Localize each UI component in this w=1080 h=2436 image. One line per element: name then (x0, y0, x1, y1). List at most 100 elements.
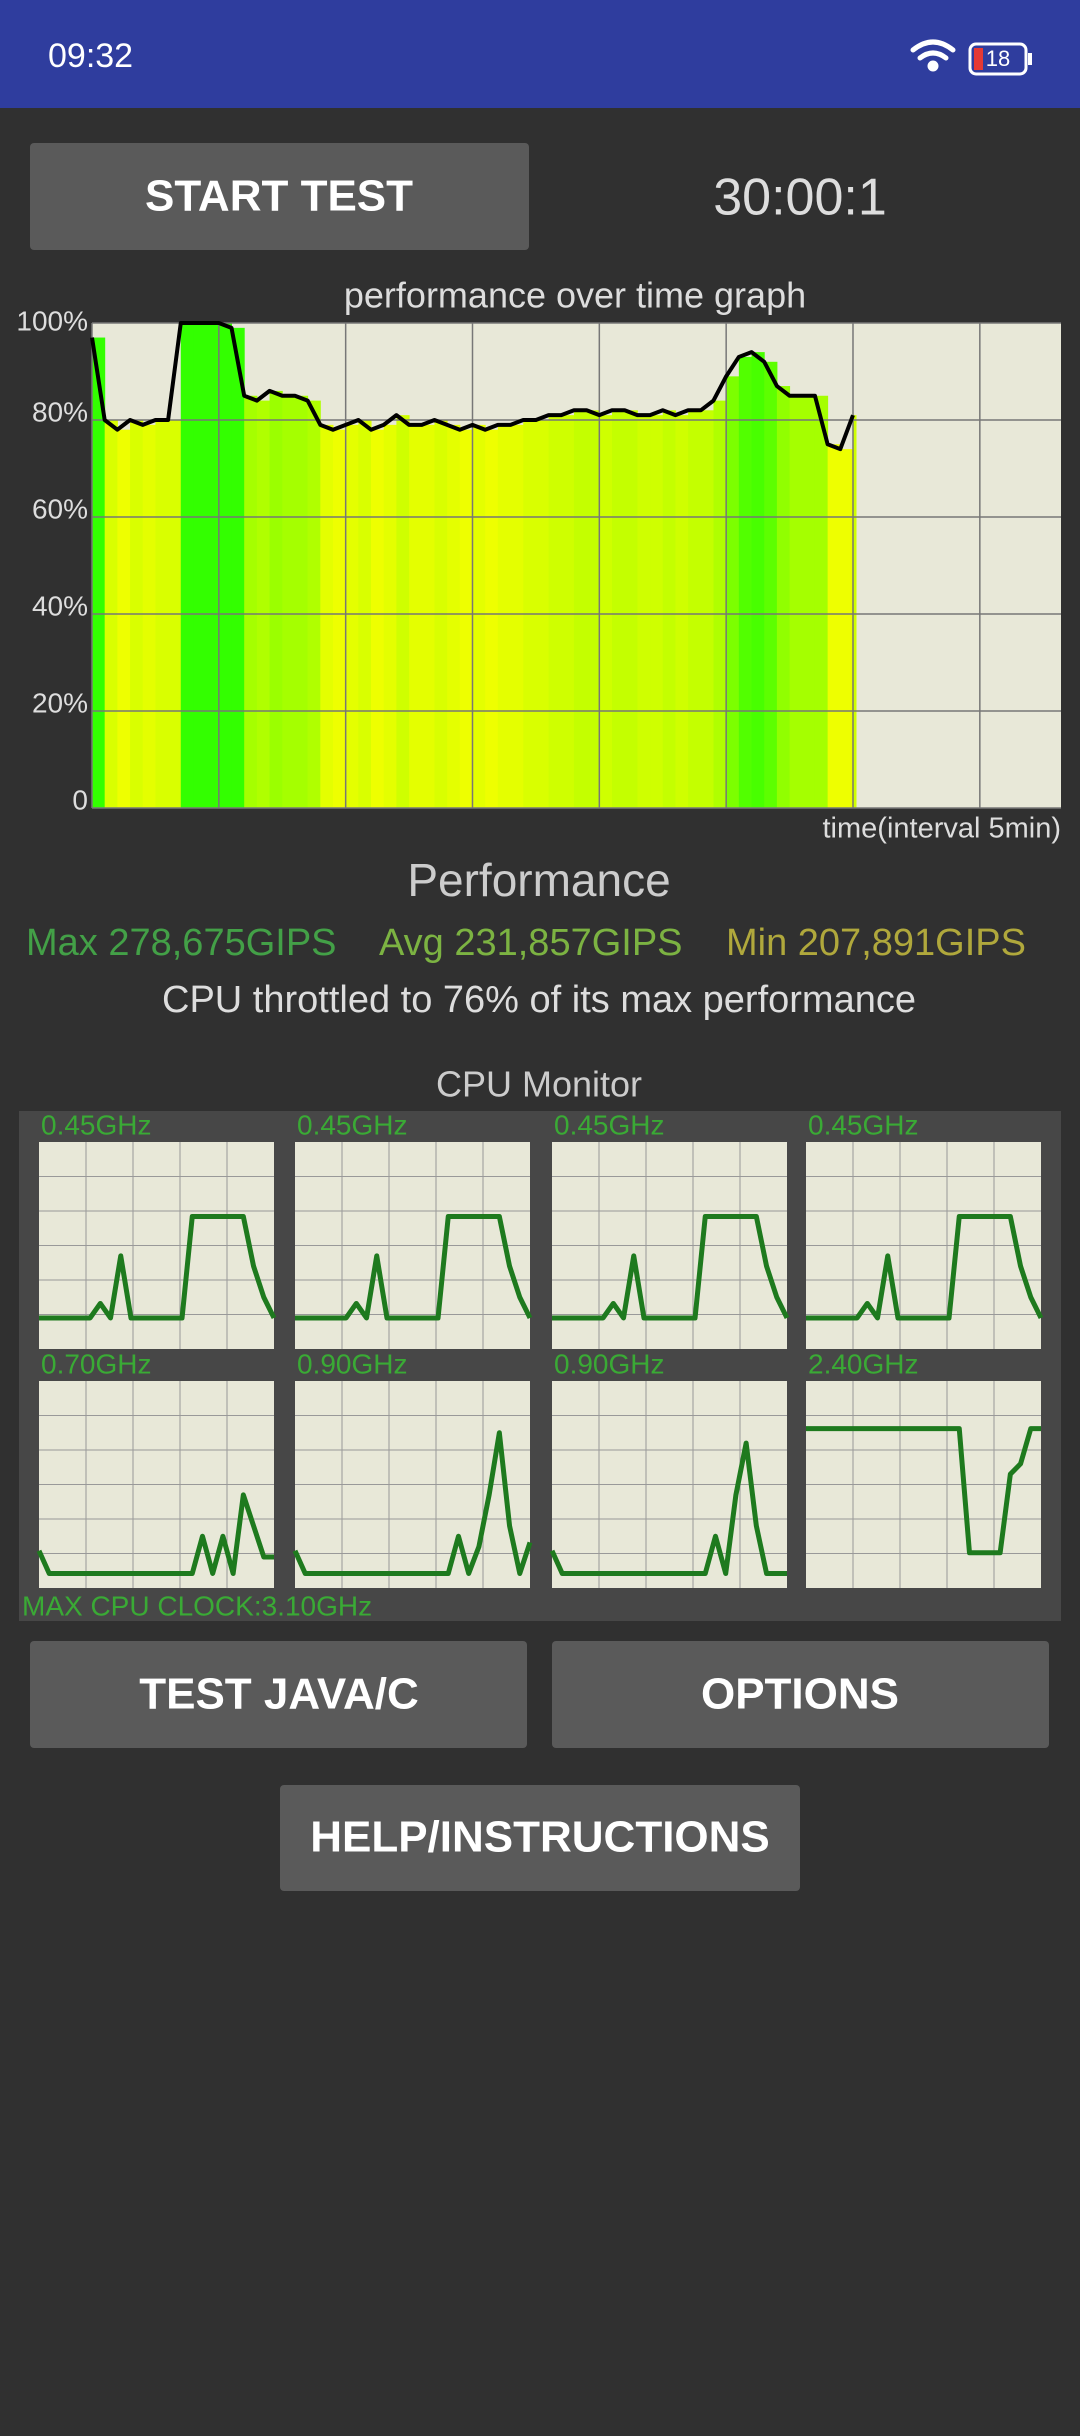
performance-bar (282, 395, 296, 808)
performance-bar (650, 415, 664, 808)
performance-bar (561, 415, 575, 808)
avg-performance: Avg 231,857GIPS (379, 922, 683, 964)
performance-bar (447, 424, 461, 808)
performance-bar (497, 424, 512, 808)
performance-bar (573, 410, 588, 808)
help-button[interactable] (280, 1785, 800, 1891)
performance-bar (688, 410, 702, 808)
performance-bar (383, 424, 397, 808)
core-frequency: 2.40GHz (808, 1348, 919, 1379)
performance-bar (396, 415, 410, 808)
performance-bar (751, 352, 765, 808)
core-load-line (295, 1214, 533, 1321)
performance-bar (193, 323, 207, 808)
performance-bar (827, 444, 841, 808)
performance-bar (802, 395, 816, 808)
performance-bar (662, 410, 676, 808)
throttle-text: CPU throttled to 76% of its max performa… (162, 979, 916, 1021)
performance-bar (764, 361, 778, 808)
performance-bar (726, 376, 740, 808)
performance-bar (332, 429, 347, 808)
core-load-line (39, 1214, 277, 1321)
start-test-button[interactable] (30, 143, 529, 250)
start-test-label[interactable]: START TEST (145, 172, 413, 221)
y-tick-label: 60% (32, 493, 88, 524)
performance-bar (117, 429, 131, 808)
performance-bar (776, 386, 791, 808)
performance-bar (180, 323, 194, 808)
battery-tip (1028, 53, 1032, 65)
performance-bar (142, 424, 156, 808)
performance-bar (320, 424, 334, 808)
test-java-button[interactable] (30, 1641, 527, 1748)
y-tick-label: 100% (16, 305, 88, 336)
performance-line (90, 321, 855, 452)
performance-bar (371, 429, 385, 808)
performance-bar (244, 395, 258, 808)
cpu-charts: 0.45GHz 0.45GHz 0.45GHz 0.45GHz 0.70GHz 0.90G… (36, 1109, 1044, 1588)
performance-bar (256, 400, 271, 808)
wifi-icon (910, 39, 956, 72)
performance-bar (510, 424, 524, 808)
battery-level (974, 48, 983, 70)
timer: 30:00:1 (713, 169, 887, 227)
performance-bar (738, 356, 753, 808)
y-tick-label: 80% (32, 396, 88, 427)
y-tick-label: 0 (72, 784, 88, 815)
performance-bar (92, 337, 106, 808)
core-load-line (806, 1426, 1041, 1556)
core-frequency: 0.70GHz (41, 1348, 152, 1379)
performance-bar (345, 424, 359, 808)
performance-bar (840, 449, 854, 808)
performance-bar (675, 415, 689, 808)
battery-percent: 18 (986, 46, 1010, 71)
performance-bar (586, 410, 600, 808)
performance-bar (231, 327, 245, 808)
performance-bar (421, 424, 435, 808)
plot: 0 20% 40% 60% 80% 100% (16, 305, 1061, 815)
performance-bar (637, 415, 651, 808)
core-load-line (552, 1214, 790, 1321)
performance-bar (700, 410, 714, 808)
cpu-monitor-title: CPU Monitor (436, 1064, 642, 1105)
test-java-label[interactable]: TEST JAVA/C (139, 1670, 419, 1719)
clock: 09:32 (48, 37, 133, 75)
performance-bar (599, 415, 613, 808)
performance-bar (612, 410, 626, 808)
performance-bar (294, 395, 309, 808)
options-label[interactable]: OPTIONS (701, 1670, 899, 1719)
core-load-line (806, 1214, 1044, 1321)
performance-bar (548, 415, 562, 808)
performance-bar (485, 429, 499, 808)
y-tick-label: 40% (32, 590, 88, 621)
core-frequency: 0.45GHz (808, 1109, 919, 1140)
battery-icon (968, 42, 1028, 76)
performance-bar (459, 429, 473, 808)
y-tick-label: 20% (32, 687, 88, 718)
options-button[interactable] (552, 1641, 1049, 1748)
graph-title: performance over time graph (344, 275, 806, 316)
x-axis-label: time(interval 5min) (823, 813, 1062, 845)
performance-bar (409, 424, 423, 808)
core-frequency: 0.90GHz (554, 1348, 665, 1379)
help-label[interactable]: HELP/INSTRUCTIONS (310, 1813, 770, 1862)
performance-bar (269, 390, 283, 808)
performance-bar (852, 415, 857, 808)
max-cpu-clock: MAX CPU CLOCK:3.10GHz (22, 1590, 372, 1621)
core-load-line (292, 1430, 533, 1577)
core-frequency: 0.90GHz (297, 1348, 408, 1379)
performance-bar (814, 395, 829, 808)
performance-bar (206, 323, 220, 808)
max-performance: Max 278,675GIPS (26, 922, 337, 964)
core-load-line (36, 1492, 274, 1577)
performance-bar (218, 323, 233, 808)
performance-bar (624, 410, 638, 808)
performance-title: Performance (407, 854, 670, 906)
core-load-line (549, 1440, 787, 1577)
min-performance: Min 207,891GIPS (726, 922, 1026, 964)
status-bar (0, 0, 1080, 108)
core-frequency: 0.45GHz (297, 1109, 408, 1140)
core-frequency: 0.45GHz (554, 1109, 665, 1140)
